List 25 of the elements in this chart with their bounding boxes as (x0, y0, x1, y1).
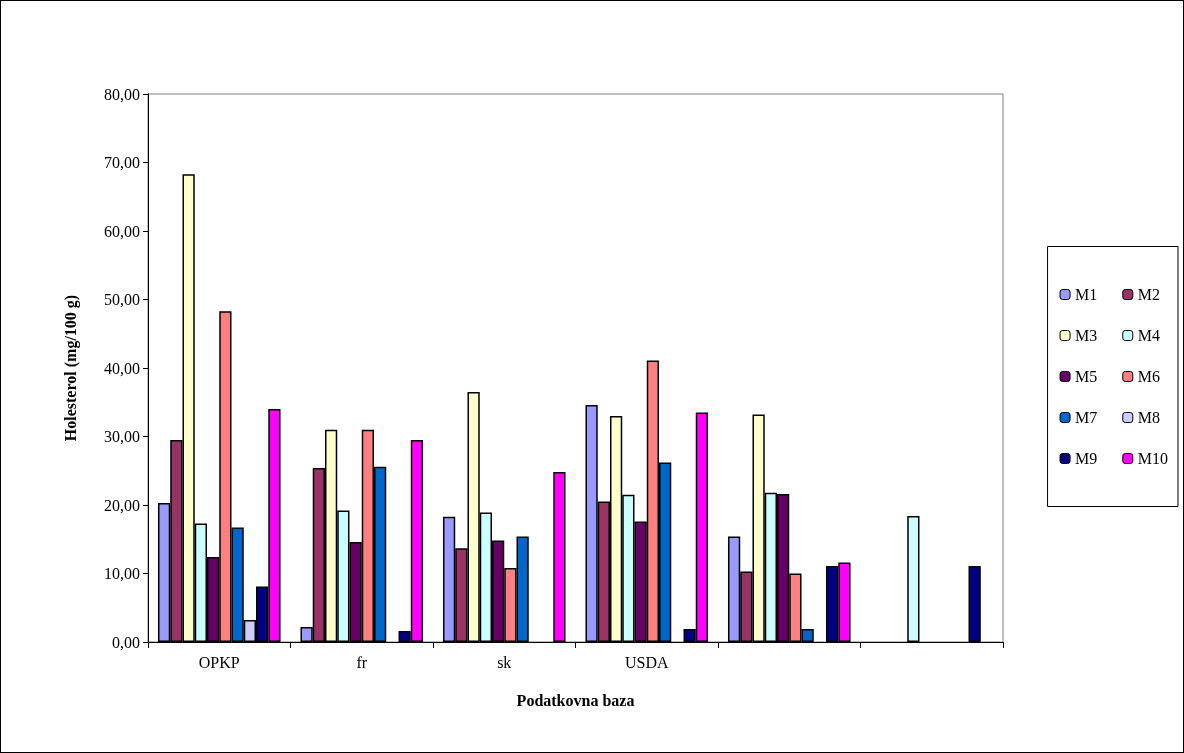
y-tick-label: 20,00 (104, 496, 140, 514)
y-tick-label: 30,00 (104, 428, 140, 445)
x-tick-label: sk (497, 653, 512, 671)
legend-label: M3 (1075, 327, 1098, 344)
y-axis-title: Holesterol (mg/100 g) (61, 294, 80, 442)
legend-label: M7 (1075, 409, 1098, 426)
legend-label: M1 (1075, 286, 1098, 303)
legend-label: M2 (1137, 286, 1161, 303)
x-tick-label: USDA (624, 653, 669, 671)
legend-label: M10 (1137, 450, 1169, 467)
y-tick-label: 70,00 (104, 154, 140, 171)
legend-label: M5 (1075, 368, 1098, 385)
y-tick-label: 50,00 (104, 291, 140, 308)
legend-label: M4 (1137, 327, 1161, 344)
y-tick-label: 60,00 (104, 222, 140, 240)
y-tick-label: 10,00 (104, 565, 140, 582)
x-tick-label: OPKP (198, 653, 240, 671)
legend-label: M9 (1075, 450, 1098, 467)
y-tick-label: 80,00 (104, 85, 140, 103)
y-tick-label: 40,00 (104, 359, 140, 377)
x-tick-label: fr (356, 653, 368, 671)
legend-label: M8 (1137, 409, 1161, 426)
legend-label: M6 (1137, 368, 1161, 385)
x-axis-title: Podatkovna baza (516, 691, 635, 709)
y-tick-label: 0,00 (112, 633, 140, 651)
